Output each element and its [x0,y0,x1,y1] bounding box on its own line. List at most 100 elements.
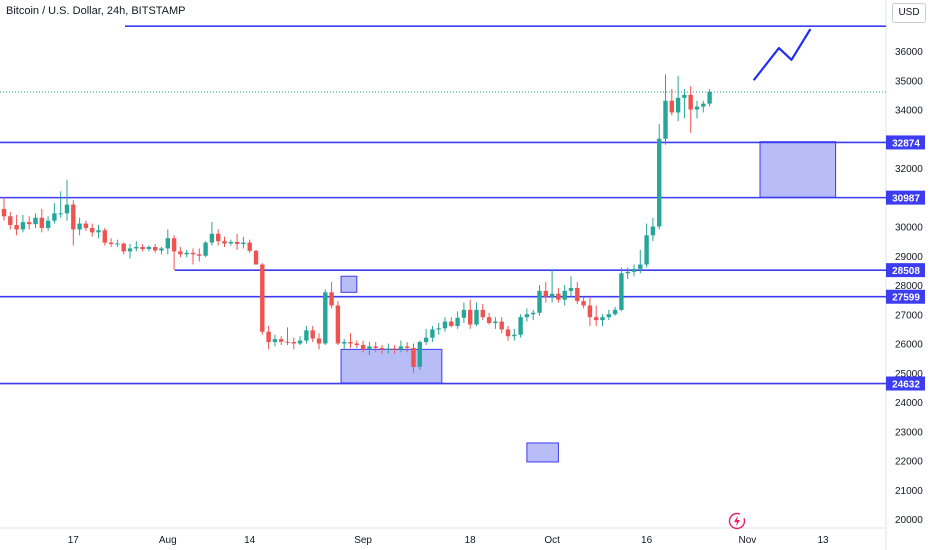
currency-button[interactable]: USD [892,3,926,23]
candle-body[interactable] [102,230,107,243]
candle-body[interactable] [127,248,133,252]
candle-body[interactable] [537,290,542,313]
zone-rect[interactable] [759,141,837,198]
candle-body[interactable] [241,242,246,245]
candle-body[interactable] [64,204,70,214]
candle-body[interactable] [423,337,429,343]
candle-body[interactable] [455,317,460,326]
candle-body[interactable] [398,346,404,349]
candle-body[interactable] [52,213,57,221]
candle-body[interactable] [518,317,523,335]
candle-body[interactable] [348,342,353,344]
candle-body[interactable] [531,312,536,315]
candle-body[interactable] [694,106,700,110]
candle-body[interactable] [121,243,126,252]
candle-body[interactable] [543,290,548,297]
candle-body[interactable] [304,330,309,341]
candle-body[interactable] [96,230,101,233]
candle-body[interactable] [600,317,605,321]
candle-body[interactable] [115,243,120,245]
candle-body[interactable] [411,347,416,367]
candle-body[interactable] [587,305,593,318]
candle-body[interactable] [562,290,567,300]
candle-body[interactable] [575,287,580,302]
candle-body[interactable] [8,216,13,226]
candle-body[interactable] [524,314,530,318]
candle-body[interactable] [159,248,164,251]
candle-body[interactable] [203,242,208,256]
candle-body[interactable] [594,317,599,321]
candle-body[interactable] [33,217,38,225]
candle-body[interactable] [285,341,290,343]
candle-body[interactable] [512,334,517,337]
candle-body[interactable] [436,328,441,330]
candle-body[interactable] [486,317,492,324]
candle-body[interactable] [386,348,391,350]
candle-body[interactable] [279,339,284,342]
candle-body[interactable] [468,309,473,325]
candle-body[interactable] [354,343,359,345]
candle-body[interactable] [568,287,574,291]
candle-body[interactable] [171,238,177,252]
candle-body[interactable] [20,222,26,230]
candle-body[interactable] [430,329,435,338]
candle-body[interactable] [222,241,227,244]
candle-body[interactable] [209,233,215,243]
candle-body[interactable] [663,100,668,139]
candle-body[interactable] [323,292,328,344]
candle-body[interactable] [77,223,82,230]
candle-body[interactable] [39,217,44,228]
candle-body[interactable] [335,305,341,344]
candle-body[interactable] [234,242,240,245]
candle-body[interactable] [581,301,586,306]
candle-body[interactable] [90,227,95,233]
candle-body[interactable] [379,347,385,350]
candle-body[interactable] [71,204,76,230]
candle-body[interactable] [253,250,259,265]
candle-body[interactable] [134,246,139,249]
zone-rect[interactable] [340,275,358,293]
candle-body[interactable] [442,321,448,329]
candle-body[interactable] [329,292,334,306]
candle-body[interactable] [499,321,504,330]
candle-body[interactable] [342,342,347,344]
candle-body[interactable] [272,339,278,343]
candle-body[interactable] [675,97,681,113]
candle-body[interactable] [310,330,315,339]
zone-rect[interactable] [526,442,559,463]
candle-body[interactable] [619,273,624,310]
candle-body[interactable] [197,254,202,256]
candle-body[interactable] [260,264,265,332]
candle-body[interactable] [83,223,89,228]
candle-body[interactable] [631,268,637,272]
candle-body[interactable] [297,340,303,344]
candle-body[interactable] [682,94,687,98]
candle-body[interactable] [461,309,467,318]
candle-body[interactable] [190,252,196,255]
candle-body[interactable] [291,342,296,344]
candle-body[interactable] [480,309,485,318]
candle-body[interactable] [247,242,252,251]
candle-body[interactable] [153,246,158,251]
candle-body[interactable] [405,346,410,348]
candle-body[interactable] [14,225,19,230]
candle-body[interactable] [449,321,454,326]
candle-body[interactable] [184,252,189,255]
candle-body[interactable] [178,251,183,255]
candle-body[interactable] [165,238,170,249]
candle-body[interactable] [688,94,693,110]
candle-body[interactable] [266,331,271,343]
candle-body[interactable] [625,271,630,274]
candle-body[interactable] [27,222,32,225]
candle-body[interactable] [493,321,498,324]
candle-body[interactable] [373,346,378,348]
projection-path[interactable] [752,28,812,81]
candle-body[interactable] [644,235,649,265]
zone-rect[interactable] [340,348,443,384]
candle-body[interactable] [108,242,114,245]
candle-body[interactable] [707,91,712,104]
tradingview-lightning-icon[interactable] [728,512,746,530]
candle-body[interactable] [417,342,422,367]
candle-body[interactable] [701,103,706,107]
